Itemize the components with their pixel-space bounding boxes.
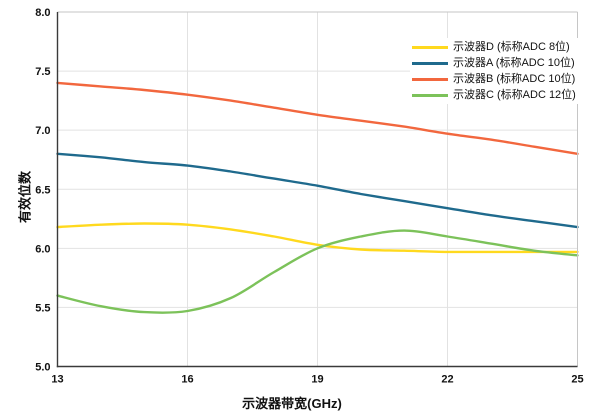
y-tick-label: 7.0 <box>35 125 50 137</box>
series-line-0 <box>56 222 579 254</box>
y-tick-label: 5.5 <box>35 302 50 314</box>
legend-label: 示波器C (标称ADC 12位) <box>453 89 576 101</box>
legend-item-0: 示波器D (标称ADC 8位) <box>412 39 576 55</box>
y-tick-label: 6.5 <box>35 184 50 196</box>
x-tick-label: 25 <box>571 374 583 386</box>
axis-tick-labels: 13 16 19 22 25 5.0 5.5 6.0 6.5 7.0 7.5 8.0 <box>35 7 583 386</box>
legend-item-2: 示波器B (标称ADC 10位) <box>412 71 576 87</box>
x-tick-label: 22 <box>441 374 453 386</box>
chart-series <box>56 81 579 314</box>
series-line-1 <box>56 152 579 229</box>
legend-line-swatch <box>412 45 448 49</box>
legend-line-swatch <box>412 77 448 81</box>
y-tick-label: 7.5 <box>35 66 50 78</box>
legend-label: 示波器A (标称ADC 10位) <box>453 57 575 69</box>
legend: 示波器D (标称ADC 8位) 示波器A (标称ADC 10位) 示波器B (标称A… <box>410 38 578 104</box>
y-tick-label: 6.0 <box>35 243 50 255</box>
x-axis-title: 示波器带宽(GHz) <box>242 396 342 411</box>
x-tick-label: 16 <box>181 374 193 386</box>
y-axis-title: 有效位数 <box>17 170 33 224</box>
legend-item-3: 示波器C (标称ADC 12位) <box>412 87 576 103</box>
legend-line-swatch <box>412 61 448 65</box>
legend-label: 示波器D (标称ADC 8位) <box>453 41 570 53</box>
legend-label: 示波器B (标称ADC 10位) <box>453 73 576 85</box>
legend-item-1: 示波器A (标称ADC 10位) <box>412 55 576 71</box>
gridlines <box>57 12 578 367</box>
x-tick-label: 19 <box>311 374 323 386</box>
series-line-3 <box>56 229 579 314</box>
x-tick-label: 13 <box>51 374 63 386</box>
y-tick-label: 5.0 <box>35 362 50 374</box>
legend-line-swatch <box>412 93 448 97</box>
y-tick-label: 8.0 <box>35 7 50 19</box>
series-line-2 <box>56 81 579 155</box>
